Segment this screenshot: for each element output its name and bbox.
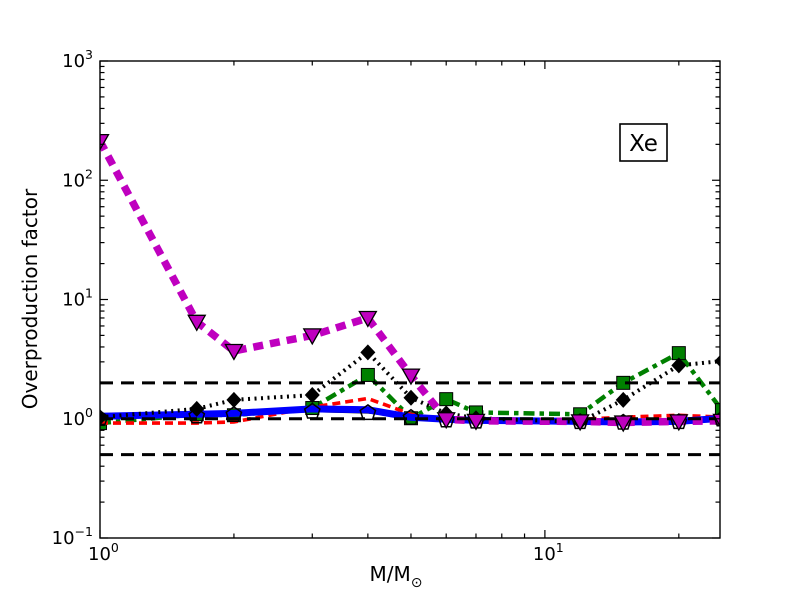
triangle-down-marker bbox=[570, 414, 590, 432]
y-tick-label: 10−1 bbox=[52, 524, 93, 549]
triangle-down-marker bbox=[401, 368, 421, 386]
square-marker bbox=[439, 392, 454, 407]
magenta-dashed-triangles-markers bbox=[100, 133, 720, 433]
series-layer bbox=[100, 133, 720, 457]
triangle-down-marker bbox=[466, 413, 486, 431]
axis-ticks bbox=[99, 60, 720, 539]
triangle-down-marker bbox=[613, 415, 633, 433]
square-marker bbox=[360, 367, 375, 382]
black-dotted-diamonds-line bbox=[100, 349, 720, 424]
triangle-down-marker bbox=[302, 328, 322, 346]
diamond-marker bbox=[671, 357, 687, 374]
y-tick-label: 102 bbox=[62, 166, 93, 191]
triangle-down-marker bbox=[669, 414, 689, 432]
triangle-down-marker bbox=[712, 413, 720, 428]
x-axis-label-main: M/M bbox=[370, 562, 411, 586]
diamond-marker bbox=[403, 389, 419, 406]
triangle-down-marker bbox=[100, 133, 110, 151]
pentagon-marker bbox=[100, 409, 109, 426]
red-dashed-line bbox=[100, 396, 720, 425]
isotope-label-box: Xe bbox=[619, 123, 668, 162]
pentagon-marker bbox=[359, 403, 377, 421]
diamond-marker bbox=[100, 409, 108, 426]
diamond-marker bbox=[304, 387, 320, 404]
y-tick-label: 103 bbox=[62, 47, 93, 72]
pentagon-marker bbox=[225, 405, 243, 422]
y-tick-label: 101 bbox=[62, 286, 93, 311]
diamond-marker bbox=[615, 391, 631, 408]
triangle-down-marker bbox=[358, 310, 378, 328]
triangle-down-marker bbox=[224, 343, 244, 361]
diamond-marker bbox=[226, 391, 242, 408]
pentagon-marker bbox=[303, 402, 321, 419]
pentagon-marker bbox=[188, 407, 206, 424]
pentagon-marker bbox=[402, 408, 420, 425]
square-marker bbox=[714, 403, 720, 418]
triangle-down-marker bbox=[436, 412, 456, 430]
triangle-down-marker bbox=[187, 314, 207, 332]
x-tick-label: 100 bbox=[88, 540, 119, 565]
diamond-marker bbox=[360, 344, 376, 361]
isotope-box-border bbox=[619, 123, 668, 162]
y-tick-label: 100 bbox=[62, 405, 93, 430]
diamond-marker bbox=[189, 400, 205, 417]
x-tick-label: 101 bbox=[533, 540, 564, 565]
x-axis-label: M/M⊙ bbox=[370, 562, 423, 591]
y-axis-label: Overproduction factor bbox=[18, 188, 42, 409]
isotope-label: Xe bbox=[629, 131, 658, 157]
sun-symbol: ⊙ bbox=[411, 575, 423, 591]
diamond-marker bbox=[714, 355, 720, 367]
